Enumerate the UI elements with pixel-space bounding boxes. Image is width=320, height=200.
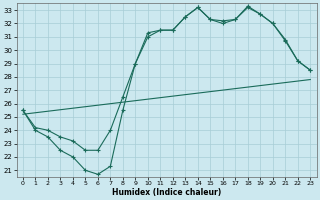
X-axis label: Humidex (Indice chaleur): Humidex (Indice chaleur) bbox=[112, 188, 221, 197]
